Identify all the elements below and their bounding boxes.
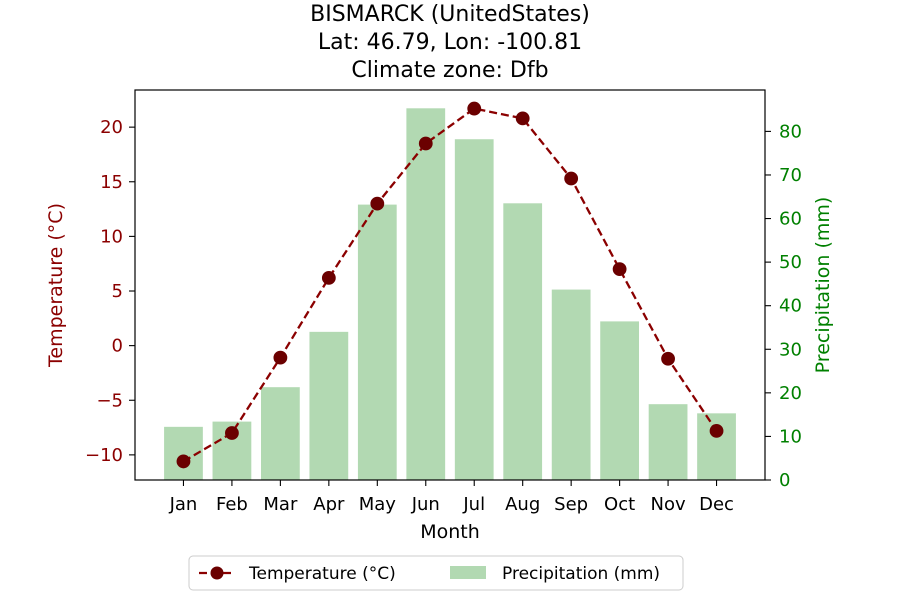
y-left-tick-label: 5 (112, 281, 123, 302)
temp-point-apr (321, 270, 336, 285)
y-right-tick-label: 70 (779, 165, 802, 186)
temp-point-jul (467, 101, 482, 116)
temp-point-mar (273, 350, 288, 365)
precipitation-bars (164, 108, 736, 481)
x-tick-label-aug: Aug (505, 494, 540, 515)
precip-bar-apr (309, 331, 349, 480)
y-left-tick-label: 0 (112, 336, 123, 357)
y-left-tick-label: 15 (100, 172, 123, 193)
y-right-tick-label: 50 (779, 252, 802, 273)
temp-point-jun (418, 136, 433, 151)
x-tick-label-dec: Dec (699, 494, 734, 515)
title-line-1: BISMARCK (UnitedStates) (310, 2, 590, 27)
temp-point-nov (661, 351, 675, 366)
y-axis-right: 0 10 20 30 40 50 60 70 80 (765, 121, 802, 491)
precip-bar-sep (551, 289, 591, 480)
precip-bar-jul (454, 139, 494, 480)
y-axis-right-label: Precipitation (mm) (812, 197, 834, 374)
precip-bar-dec (697, 413, 736, 480)
x-axis-label: Month (420, 521, 480, 543)
x-tick-label-jan: Jan (169, 494, 198, 515)
precip-bar-may (357, 204, 397, 481)
temp-point-sep (564, 171, 579, 186)
temperature-line (176, 101, 724, 469)
x-tick-label-sep: Sep (554, 494, 588, 515)
legend-precipitation-label: Precipitation (mm) (502, 564, 660, 584)
temp-point-jan (176, 454, 191, 469)
legend-box (188, 555, 684, 591)
y-axis-left: −10 −5 0 5 10 15 20 (85, 117, 135, 466)
y-left-tick-label: 20 (100, 117, 123, 138)
temp-point-aug (515, 111, 530, 126)
y-right-tick-label: 40 (779, 296, 802, 317)
precip-bar-aug (503, 203, 543, 481)
chart-title: BISMARCK (UnitedStates) Lat: 46.79, Lon: … (310, 2, 590, 83)
temp-point-feb (225, 426, 239, 440)
y-axis-left-label: Temperature (°C) (45, 203, 67, 368)
y-left-tick-label: −5 (96, 390, 123, 411)
x-tick-label-nov: Nov (651, 494, 686, 515)
x-tick-label-jun: Jun (411, 494, 440, 515)
precip-bar-oct (600, 321, 639, 480)
x-tick-label-may: May (359, 494, 397, 515)
legend: Temperature (°C) Precipitation (mm) (188, 555, 684, 591)
legend-temperature-label: Temperature (°C) (248, 564, 396, 584)
precip-bar-mar (261, 387, 300, 480)
temp-point-dec (709, 423, 724, 438)
temperature-series-line (182, 107, 718, 463)
x-axis: Jan Feb Mar Apr May Jun Jul Aug Sep Oct Nov Dec (169, 480, 734, 515)
temp-point-may (370, 196, 385, 211)
title-line-3: Climate zone: Dfb (351, 58, 548, 83)
x-tick-label-apr: Apr (313, 494, 345, 515)
precip-bar-jun (406, 108, 446, 481)
y-right-tick-label: 20 (779, 383, 802, 404)
x-tick-label-feb: Feb (216, 494, 248, 515)
y-right-tick-label: 30 (779, 339, 802, 360)
plot-frame (134, 89, 766, 481)
x-tick-label-mar: Mar (263, 494, 298, 515)
temp-point-oct (612, 262, 627, 277)
x-tick-label-jul: Jul (462, 494, 485, 515)
legend-precipitation-swatch (450, 566, 486, 579)
y-right-tick-label: 0 (779, 470, 790, 491)
y-right-tick-label: 60 (779, 209, 802, 230)
x-tick-label-oct: Oct (604, 494, 635, 515)
y-right-tick-label: 10 (779, 426, 802, 447)
precip-bar-nov (648, 404, 688, 480)
title-line-2: Lat: 46.79, Lon: -100.81 (318, 30, 582, 55)
y-left-tick-label: −10 (85, 445, 123, 466)
legend-temperature-marker (210, 566, 224, 580)
y-left-tick-label: 10 (100, 226, 123, 247)
y-right-tick-label: 80 (779, 121, 802, 142)
